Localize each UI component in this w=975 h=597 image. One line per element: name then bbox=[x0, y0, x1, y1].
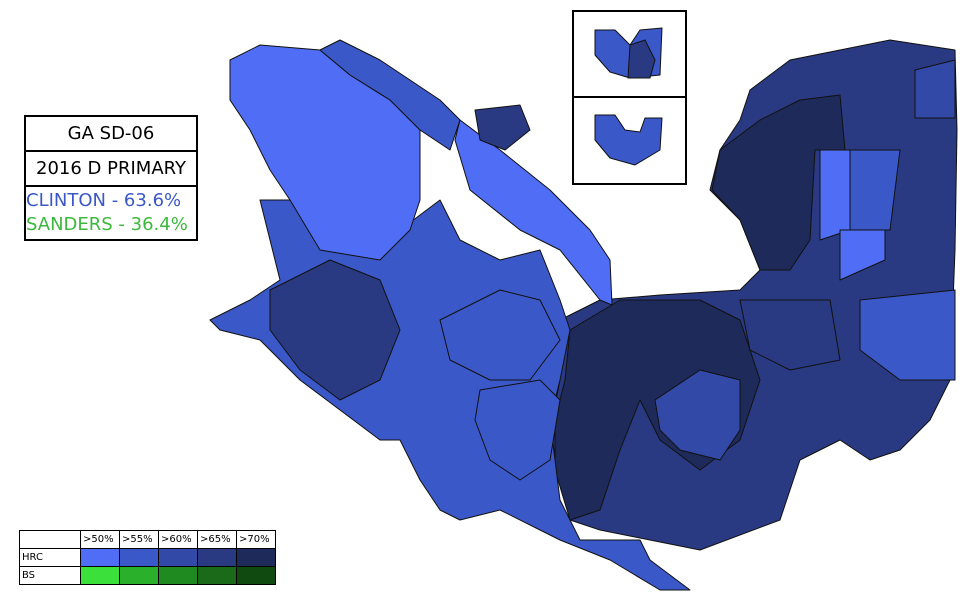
legend-swatch bbox=[236, 566, 276, 585]
legend-header-cell: >70% bbox=[236, 530, 276, 549]
inset-shape bbox=[594, 114, 663, 166]
region bbox=[474, 379, 561, 481]
legend-header-cell: >60% bbox=[158, 530, 198, 549]
region bbox=[474, 104, 531, 151]
legend-corner bbox=[19, 530, 81, 549]
region bbox=[711, 94, 846, 271]
legend-swatch bbox=[80, 566, 120, 585]
region bbox=[849, 149, 901, 231]
title-box: GA SD-06 2016 D PRIMARY CLINTON - 63.6% S… bbox=[24, 115, 198, 241]
legend-row-label: BS bbox=[19, 566, 81, 585]
region bbox=[914, 59, 956, 119]
result-line: SANDERS - 36.4% bbox=[26, 214, 188, 235]
legend-swatch bbox=[80, 548, 120, 567]
legend-row: HRC bbox=[19, 548, 276, 567]
legend-swatch bbox=[119, 548, 159, 567]
subtitle: 2016 D PRIMARY bbox=[26, 152, 196, 187]
legend-swatch bbox=[197, 566, 237, 585]
region bbox=[454, 119, 613, 306]
inset-shape bbox=[627, 39, 656, 79]
legend-swatch bbox=[119, 566, 159, 585]
legend-swatch bbox=[158, 566, 198, 585]
legend-swatch bbox=[197, 548, 237, 567]
legend-swatch bbox=[236, 548, 276, 567]
legend-header: >50% >55% >60% >65% >70% bbox=[19, 530, 276, 549]
legend-header-cell: >50% bbox=[80, 530, 120, 549]
region bbox=[269, 259, 401, 401]
region bbox=[439, 289, 561, 381]
region bbox=[859, 289, 956, 381]
legend-header-cell: >65% bbox=[197, 530, 237, 549]
region bbox=[739, 299, 841, 371]
legend-header-cell: >55% bbox=[119, 530, 159, 549]
legend-row: BS bbox=[19, 566, 276, 585]
legend-row-label: HRC bbox=[19, 548, 81, 567]
result-line: CLINTON - 63.6% bbox=[26, 190, 182, 211]
title: GA SD-06 bbox=[26, 117, 196, 152]
region bbox=[819, 149, 851, 241]
legend: >50% >55% >60% >65% >70% HRC BS bbox=[19, 530, 276, 585]
region bbox=[654, 369, 741, 461]
region bbox=[319, 39, 461, 151]
results: CLINTON - 63.6% SANDERS - 36.4% bbox=[26, 187, 196, 239]
legend-swatch bbox=[158, 548, 198, 567]
